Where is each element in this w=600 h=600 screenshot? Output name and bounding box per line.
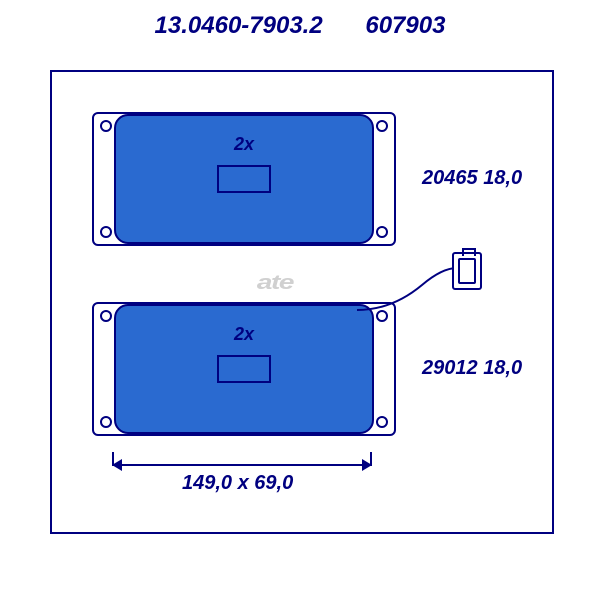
center-slot-icon bbox=[217, 355, 271, 383]
pad-top-ref: 20465 18,0 bbox=[422, 167, 522, 190]
mount-hole-icon bbox=[376, 416, 388, 428]
brand-logo: ate bbox=[257, 272, 293, 295]
mount-hole-icon bbox=[100, 226, 112, 238]
dimension-label: 149,0 x 69,0 bbox=[182, 472, 293, 495]
pad-bottom-friction: 2x bbox=[114, 304, 374, 434]
mount-hole-icon bbox=[376, 226, 388, 238]
header-title: 13.0460-7903.2 607903 bbox=[0, 12, 600, 40]
qty-label: 2x bbox=[234, 134, 254, 155]
part-number: 13.0460-7903.2 bbox=[155, 12, 323, 39]
center-slot-icon bbox=[217, 165, 271, 193]
mount-hole-icon bbox=[376, 120, 388, 132]
mount-hole-icon bbox=[100, 120, 112, 132]
part-code: 607903 bbox=[365, 12, 445, 39]
mount-hole-icon bbox=[100, 416, 112, 428]
diagram-frame: ate 2x 20465 18,0 2x bbox=[50, 70, 554, 534]
pad-bottom-ref: 29012 18,0 bbox=[422, 357, 522, 380]
mount-hole-icon bbox=[100, 310, 112, 322]
pad-top-friction: 2x bbox=[114, 114, 374, 244]
qty-label: 2x bbox=[234, 324, 254, 345]
sensor-connector-icon bbox=[452, 252, 482, 290]
